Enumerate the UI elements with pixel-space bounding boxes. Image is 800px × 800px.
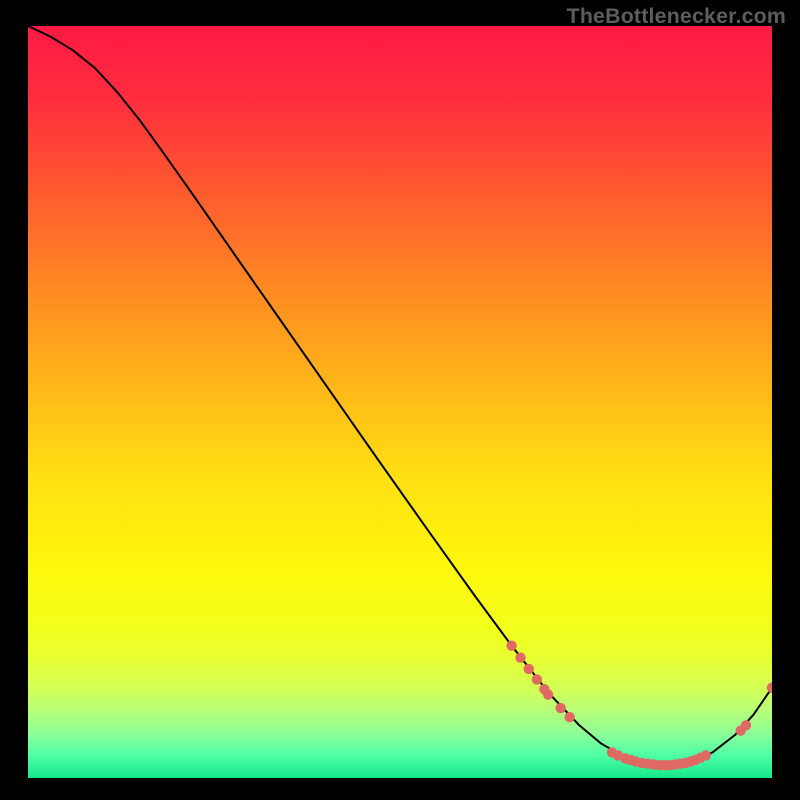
marker-point (543, 689, 553, 699)
bottleneck-chart (28, 26, 772, 778)
chart-frame: TheBottlenecker.com (0, 0, 800, 800)
marker-point (741, 720, 751, 730)
marker-point (515, 652, 525, 662)
marker-point (564, 712, 574, 722)
marker-point (524, 664, 534, 674)
marker-point (532, 674, 542, 684)
marker-point (506, 640, 516, 650)
marker-point (556, 703, 566, 713)
marker-point (701, 750, 711, 760)
plot-background (28, 26, 772, 778)
